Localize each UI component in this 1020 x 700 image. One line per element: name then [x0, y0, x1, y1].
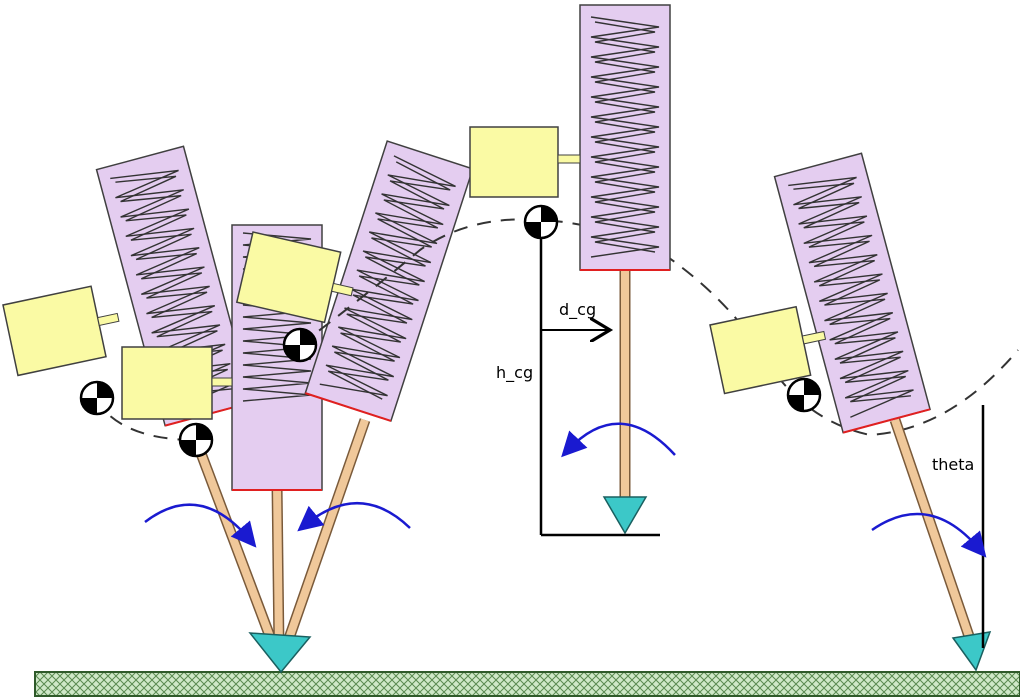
- mass-box: [235, 231, 354, 324]
- rotation-arrow-icon: [297, 502, 411, 532]
- ground: [34, 671, 1020, 697]
- mass-box: [709, 305, 827, 395]
- center-of-gravity-icon: [282, 327, 318, 363]
- spring-body: [579, 4, 671, 271]
- mass-box: [121, 346, 233, 420]
- center-of-gravity-icon: [79, 380, 115, 416]
- center-of-gravity-icon: [786, 377, 822, 413]
- foot: [248, 632, 312, 674]
- mass-box: [469, 126, 581, 198]
- mass-box: [2, 285, 120, 377]
- foot: [602, 496, 648, 535]
- foot: [951, 631, 992, 672]
- rotation-arrow-icon: [871, 512, 987, 558]
- theta-label: theta: [932, 455, 974, 474]
- center-of-gravity-icon: [178, 422, 214, 458]
- h-cg-label: h_cg: [496, 363, 533, 383]
- rotation-arrow-icon: [144, 503, 257, 548]
- center-of-gravity-icon: [523, 204, 559, 240]
- rotation-arrow-icon: [561, 422, 676, 458]
- d-cg-label: d_cg: [559, 300, 596, 320]
